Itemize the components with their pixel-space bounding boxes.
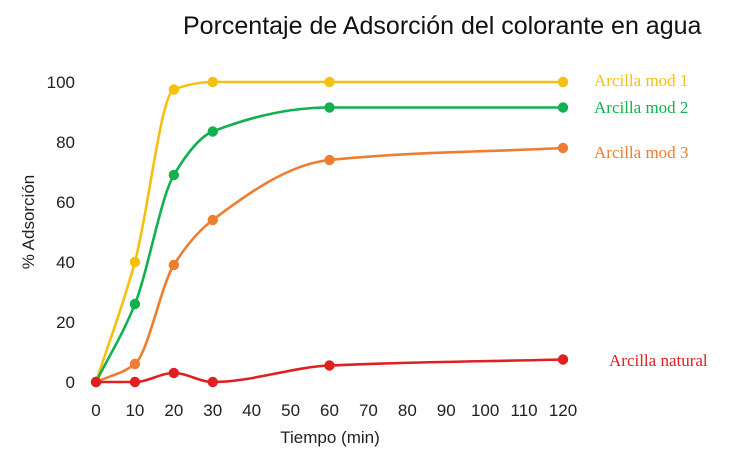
x-tick-label: 120 (549, 401, 577, 420)
y-tick-label: 20 (56, 313, 75, 332)
series-label-arcilla-mod-3: Arcilla mod 3 (594, 143, 688, 162)
data-point-arcilla-natural (168, 367, 180, 379)
x-axis: 0 10 20 30 40 50 60 70 80 90 100 110 120 (91, 401, 577, 420)
x-tick-label: 30 (203, 401, 222, 420)
data-point-arcilla-mod-3 (129, 358, 141, 370)
x-tick-label: 10 (125, 401, 144, 420)
y-tick-label: 40 (56, 253, 75, 272)
chart-title: Porcentaje de Adsorción del colorante en… (183, 12, 702, 40)
data-point-arcilla-mod-3 (207, 214, 218, 226)
x-tick-label: 20 (164, 401, 183, 420)
x-tick-label: 100 (471, 401, 499, 420)
data-point-arcilla-natural (129, 376, 141, 388)
data-point-arcilla-natural (90, 376, 102, 388)
data-point-arcilla-mod-2 (168, 169, 180, 181)
data-point-arcilla-natural (207, 376, 218, 388)
x-tick-label: 80 (398, 401, 417, 420)
x-tick-label: 40 (242, 401, 261, 420)
data-point-arcilla-mod-3 (324, 154, 335, 166)
x-tick-label: 60 (320, 401, 339, 420)
y-axis: 0 20 40 60 80 100 (47, 73, 75, 392)
x-tick-label: 50 (281, 401, 300, 420)
data-point-arcilla-mod-1 (207, 76, 218, 88)
data-point-arcilla-mod-1 (324, 76, 335, 88)
x-axis-title: Tiempo (min) (280, 428, 380, 447)
x-tick-label: 70 (359, 401, 378, 420)
series-labels: Arcilla mod 1 Arcilla mod 2 Arcilla mod 3 A… (594, 71, 708, 370)
y-tick-label: 100 (47, 73, 75, 92)
data-point-arcilla-mod-3 (557, 142, 569, 154)
data-point-arcilla-mod-2 (207, 126, 218, 137)
y-tick-label: 80 (56, 133, 75, 152)
x-tick-label: 110 (511, 401, 538, 420)
data-point-arcilla-mod-1 (557, 76, 569, 88)
data-point-arcilla-natural (324, 360, 335, 371)
data-point-arcilla-mod-2 (129, 298, 141, 310)
series-line-arcilla-mod-2 (94, 106, 565, 384)
series-label-arcilla-mod-1: Arcilla mod 1 (594, 71, 688, 90)
data-point-arcilla-natural (557, 354, 569, 365)
y-axis-title: % Adsorción (19, 175, 38, 270)
data-point-arcilla-mod-3 (168, 259, 180, 271)
series-line-arcilla-mod-3 (94, 146, 565, 384)
series-line-arcilla-mod-1 (94, 80, 565, 384)
data-point-arcilla-mod-1 (168, 84, 180, 95)
data-point-arcilla-mod-2 (324, 102, 335, 113)
data-point-arcilla-mod-1 (129, 256, 141, 268)
y-tick-label: 0 (66, 373, 75, 392)
x-tick-label: 90 (437, 401, 456, 420)
data-point-arcilla-mod-2 (557, 102, 569, 113)
series-label-arcilla-mod-2: Arcilla mod 2 (594, 98, 688, 117)
plot-area (90, 76, 569, 388)
y-tick-label: 60 (56, 193, 75, 212)
x-tick-label: 0 (91, 401, 100, 420)
series-label-arcilla-natural: Arcilla natural (609, 351, 708, 370)
